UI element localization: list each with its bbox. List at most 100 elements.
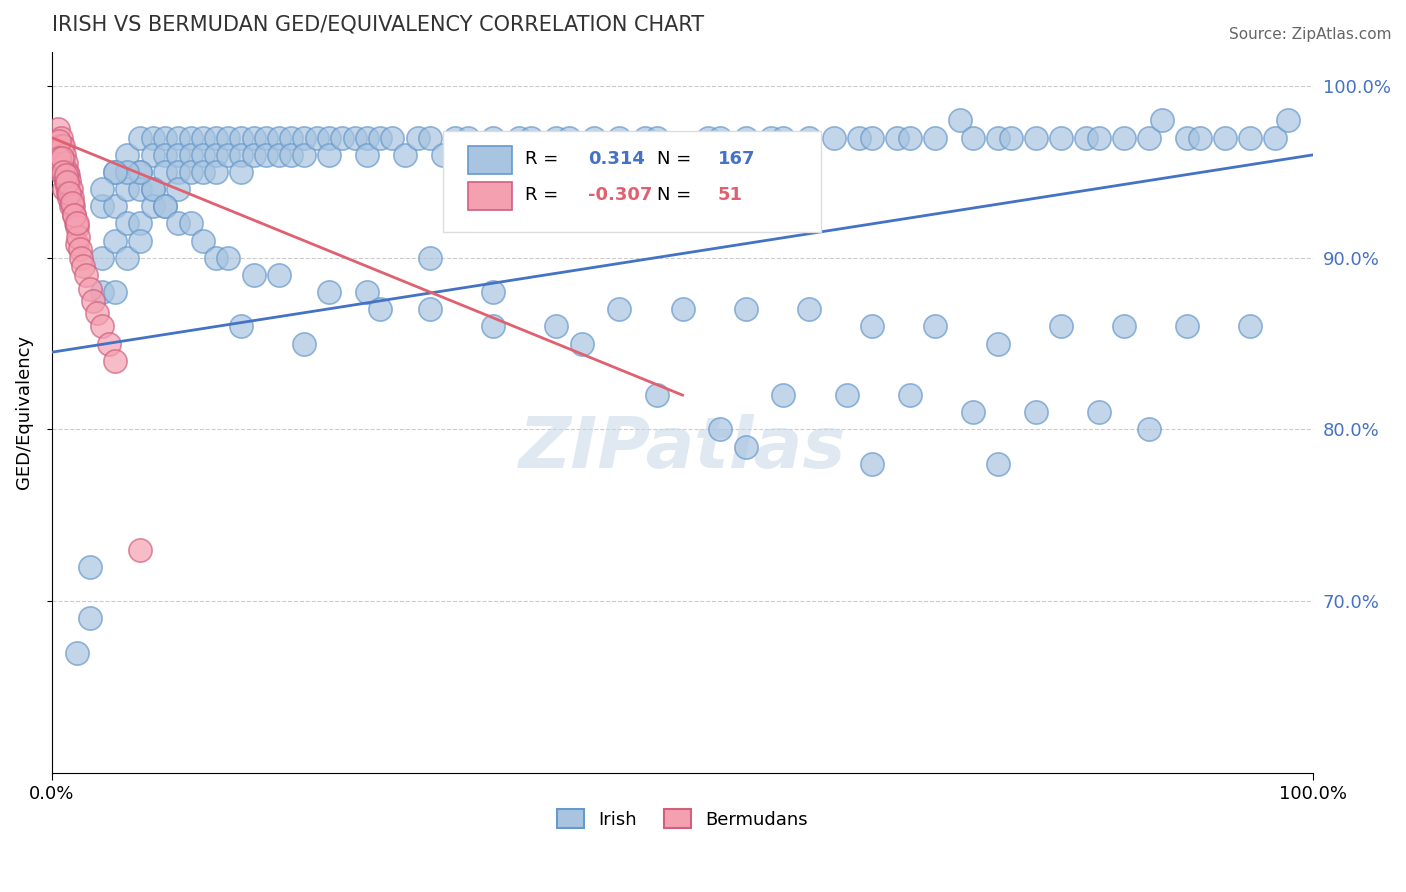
Point: [56, 186, 79, 200]
Point: [117, 251, 139, 265]
Point: [56, 165, 79, 179]
FancyBboxPatch shape: [468, 182, 512, 211]
Point: [191, 148, 214, 162]
Point: [117, 165, 139, 179]
FancyBboxPatch shape: [468, 145, 512, 175]
Point: [1088, 405, 1111, 419]
Point: [1150, 113, 1173, 128]
Point: [180, 130, 202, 145]
Point: [267, 148, 290, 162]
Point: [59, 182, 82, 196]
Point: [734, 440, 756, 454]
Point: [56, 169, 79, 183]
Point: [368, 130, 391, 145]
Text: 0.314: 0.314: [588, 150, 645, 168]
Point: [97, 336, 120, 351]
Point: [1050, 319, 1073, 334]
Point: [142, 182, 165, 196]
Point: [46, 139, 69, 153]
Point: [356, 148, 378, 162]
Point: [65, 217, 87, 231]
Point: [1025, 130, 1047, 145]
Point: [129, 165, 152, 179]
Point: [229, 148, 252, 162]
Point: [129, 542, 152, 557]
Point: [66, 219, 89, 234]
Point: [79, 611, 101, 625]
Point: [129, 165, 152, 179]
Point: [886, 130, 908, 145]
Point: [155, 148, 177, 162]
Point: [343, 130, 366, 145]
Text: R =: R =: [524, 186, 564, 203]
Point: [924, 319, 946, 334]
Point: [1137, 130, 1160, 145]
Point: [734, 302, 756, 317]
Point: [860, 457, 883, 471]
Point: [91, 182, 114, 196]
Point: [82, 293, 104, 308]
Point: [52, 139, 75, 153]
Point: [55, 169, 77, 183]
Point: [356, 285, 378, 300]
Point: [69, 251, 91, 265]
Point: [987, 336, 1010, 351]
Point: [949, 113, 972, 128]
Point: [1088, 130, 1111, 145]
Point: [104, 353, 127, 368]
Point: [55, 156, 77, 170]
Text: 167: 167: [718, 150, 755, 168]
Text: R =: R =: [524, 150, 564, 168]
Point: [330, 130, 353, 145]
Point: [671, 302, 693, 317]
Point: [63, 208, 86, 222]
Text: -0.307: -0.307: [588, 186, 652, 203]
Point: [254, 148, 277, 162]
Point: [419, 302, 441, 317]
Text: 51: 51: [718, 186, 742, 203]
Point: [52, 156, 75, 170]
Point: [91, 319, 114, 334]
Point: [242, 148, 264, 162]
Point: [356, 130, 378, 145]
Point: [69, 242, 91, 256]
Point: [267, 268, 290, 282]
Point: [167, 182, 190, 196]
Point: [62, 199, 84, 213]
Point: [520, 130, 543, 145]
Point: [142, 130, 165, 145]
Point: [848, 130, 870, 145]
Point: [48, 151, 70, 165]
Point: [1239, 319, 1261, 334]
Point: [155, 199, 177, 213]
Point: [117, 217, 139, 231]
Point: [962, 405, 984, 419]
Text: N =: N =: [657, 150, 697, 168]
Point: [79, 559, 101, 574]
Point: [1112, 319, 1135, 334]
Point: [217, 130, 239, 145]
Point: [56, 175, 79, 189]
Point: [167, 130, 190, 145]
Point: [67, 230, 90, 244]
Point: [180, 148, 202, 162]
Point: [48, 134, 70, 148]
Point: [419, 251, 441, 265]
Point: [1188, 130, 1211, 145]
Point: [860, 319, 883, 334]
Point: [52, 165, 75, 179]
Point: [167, 165, 190, 179]
Point: [835, 388, 858, 402]
Point: [797, 130, 820, 145]
Point: [1175, 130, 1198, 145]
Point: [66, 217, 89, 231]
Point: [142, 182, 165, 196]
Point: [609, 130, 631, 145]
Point: [558, 130, 581, 145]
Point: [571, 336, 593, 351]
Point: [51, 151, 73, 165]
Point: [1213, 130, 1236, 145]
Point: [305, 130, 328, 145]
Point: [191, 234, 214, 248]
Point: [1239, 130, 1261, 145]
